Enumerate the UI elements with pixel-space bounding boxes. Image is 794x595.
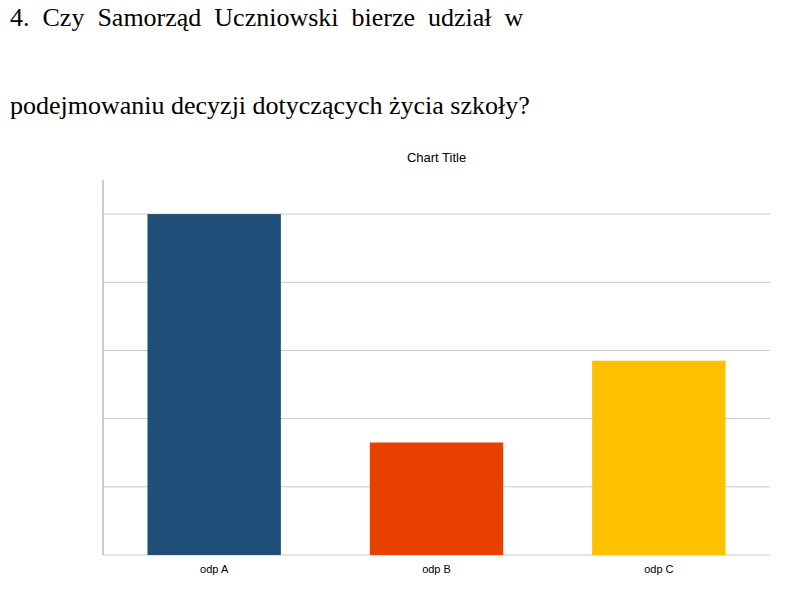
heading-line: podejmowaniu decyzji dotyczących życia s… — [10, 91, 530, 120]
bar — [147, 214, 280, 555]
x-tick-label: odp C — [644, 563, 673, 575]
chart-title: Chart Title — [407, 150, 466, 165]
x-tick-label: odp B — [422, 563, 451, 575]
grid — [103, 214, 770, 555]
x-tick-label: odp A — [200, 563, 229, 575]
bar — [370, 443, 503, 556]
y-axis-line — [103, 180, 104, 555]
bar — [592, 361, 725, 555]
chart: 4. Czy Samorząd Uczniowski bierze udział… — [0, 0, 794, 595]
bars — [147, 214, 725, 555]
heading-line: 4. Czy Samorząd Uczniowski bierze udział… — [10, 3, 524, 32]
